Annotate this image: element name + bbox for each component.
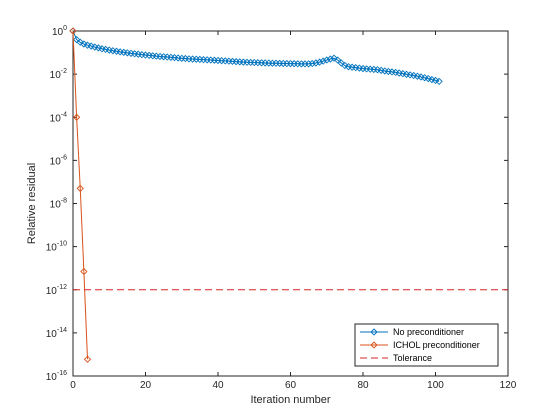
y-tick-label: 10-12 bbox=[46, 284, 67, 297]
y-tick-label: 10-2 bbox=[50, 68, 67, 81]
data-point bbox=[76, 38, 84, 46]
y-tick-exponent: -12 bbox=[57, 284, 67, 291]
y-tick-base: 10 bbox=[46, 329, 58, 340]
x-tick-label: 60 bbox=[285, 380, 297, 391]
series-no-preconditioner bbox=[69, 27, 443, 86]
data-point bbox=[72, 113, 81, 121]
y-tick-base: 10 bbox=[50, 113, 62, 124]
y-tick-label: 10-8 bbox=[50, 198, 67, 211]
legend-marker bbox=[370, 328, 378, 336]
y-tick-base: 10 bbox=[46, 286, 58, 297]
y-tick-label: 10-16 bbox=[46, 370, 67, 383]
y-tick-label: 100 bbox=[52, 25, 67, 38]
y-tick-label: 10-14 bbox=[46, 327, 67, 340]
y-tick-base: 10 bbox=[50, 200, 62, 211]
legend-item: No preconditioner bbox=[360, 327, 464, 337]
y-tick-exponent: -16 bbox=[57, 370, 67, 377]
data-point bbox=[330, 54, 338, 62]
plot-area: 0 20 40 60 80 100 12010-1610-1410-1210-1010-81… bbox=[46, 25, 517, 391]
y-tick-base: 10 bbox=[46, 372, 58, 383]
data-point bbox=[333, 56, 342, 64]
data-point bbox=[337, 59, 345, 67]
data-point bbox=[69, 27, 77, 35]
y-tick-exponent: -8 bbox=[61, 198, 67, 205]
data-point bbox=[312, 59, 320, 67]
data-point bbox=[435, 77, 443, 86]
legend-item: ICHOL preconditioner bbox=[360, 340, 480, 350]
data-point bbox=[72, 35, 81, 44]
x-tick-label: 100 bbox=[427, 380, 444, 391]
ticks-layer: 0 20 40 60 80 100 12010-1610-1410-1210-1010-81… bbox=[46, 25, 517, 391]
series-layer bbox=[69, 27, 508, 363]
data-point bbox=[341, 61, 349, 70]
y-tick-exponent: -6 bbox=[61, 154, 67, 161]
x-tick-label: 20 bbox=[140, 380, 152, 391]
x-tick-label: 0 bbox=[70, 380, 76, 391]
y-tick-base: 10 bbox=[50, 156, 62, 167]
x-axis-label: Iteration number bbox=[250, 394, 330, 406]
legend-label: ICHOL preconditioner bbox=[393, 340, 480, 350]
data-point bbox=[319, 57, 327, 65]
y-tick-exponent: 0 bbox=[63, 25, 67, 32]
legend-item: Tolerance bbox=[360, 353, 432, 363]
legend-marker bbox=[370, 341, 378, 349]
y-tick-base: 10 bbox=[50, 70, 62, 81]
data-point bbox=[323, 56, 331, 64]
y-tick-label: 10-6 bbox=[50, 154, 67, 167]
y-tick-exponent: -4 bbox=[61, 111, 67, 118]
data-point bbox=[315, 58, 324, 66]
y-axis-label: Relative residual bbox=[26, 163, 38, 244]
series-ichol-preconditioner bbox=[69, 27, 92, 363]
legend-label: Tolerance bbox=[393, 353, 432, 363]
x-tick-label: 80 bbox=[357, 380, 369, 391]
data-point bbox=[83, 355, 92, 363]
series-line bbox=[72, 30, 88, 360]
data-point bbox=[76, 184, 84, 193]
data-point bbox=[326, 55, 335, 63]
data-point bbox=[304, 60, 313, 68]
y-tick-exponent: -14 bbox=[57, 327, 67, 334]
data-point bbox=[80, 40, 88, 48]
x-tick-label: 120 bbox=[500, 380, 517, 391]
data-point bbox=[80, 267, 88, 276]
y-tick-label: 10-10 bbox=[46, 241, 67, 254]
y-tick-label: 10-4 bbox=[50, 111, 67, 124]
y-tick-exponent: -10 bbox=[57, 241, 67, 248]
legend: No preconditioner ICHOL preconditioner Tol… bbox=[354, 323, 499, 367]
y-tick-base: 10 bbox=[52, 27, 64, 38]
y-tick-exponent: -2 bbox=[61, 68, 67, 75]
axes-box bbox=[72, 30, 509, 377]
legend-label: No preconditioner bbox=[393, 327, 464, 337]
x-tick-label: 40 bbox=[212, 380, 224, 391]
y-tick-base: 10 bbox=[46, 243, 58, 254]
data-point bbox=[308, 59, 316, 68]
